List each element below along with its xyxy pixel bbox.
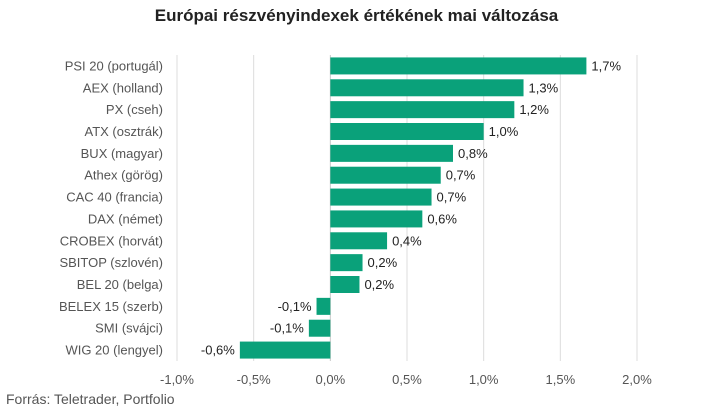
x-tick-label: 1,5%: [546, 372, 576, 387]
category-label: PSI 20 (portugál): [65, 58, 163, 73]
x-tick-label: 0,5%: [392, 372, 422, 387]
source-note: Forrás: Teletrader, Portfolio: [6, 391, 175, 407]
data-label: -0,6%: [201, 343, 235, 358]
bar: [316, 297, 331, 315]
data-label: 1,3%: [529, 80, 559, 95]
x-tick-label: 2,0%: [622, 372, 652, 387]
data-label: -0,1%: [278, 299, 312, 314]
bar: [330, 123, 484, 140]
data-label: 1,2%: [519, 102, 549, 117]
data-label: 0,6%: [427, 211, 457, 226]
bar: [330, 79, 524, 97]
category-label: DAX (német): [88, 211, 163, 226]
category-label: BUX (magyar): [81, 146, 163, 161]
category-label: AEX (holland): [83, 80, 163, 95]
x-tick-label: -1,0%: [160, 372, 194, 387]
bar: [330, 210, 423, 228]
data-label: 0,4%: [392, 233, 422, 248]
bar: [330, 101, 515, 119]
bar: [330, 254, 363, 272]
x-tick-label: 1,0%: [469, 372, 499, 387]
bar: [330, 166, 441, 184]
x-tick-label: 0,0%: [316, 372, 346, 387]
category-label: ATX (osztrák): [85, 124, 164, 139]
data-label: 0,2%: [368, 255, 398, 270]
chart-title: Európai részvényindexek értékének mai vá…: [154, 6, 559, 25]
category-label: CAC 40 (francia): [66, 190, 163, 205]
data-label: 0,2%: [364, 277, 394, 292]
bar: [330, 232, 388, 250]
category-label: BELEX 15 (szerb): [59, 299, 163, 314]
bar: [330, 144, 453, 162]
bar: [330, 188, 432, 206]
category-label: PX (cseh): [106, 102, 163, 117]
data-label: 0,7%: [446, 168, 476, 183]
category-label: Athex (görög): [84, 168, 163, 183]
data-label: 0,8%: [458, 146, 488, 161]
x-tick-label: -0,5%: [237, 372, 271, 387]
data-label: 1,0%: [489, 124, 519, 139]
category-label: SMI (svájci): [95, 321, 163, 336]
bar: [330, 276, 360, 293]
category-label: SBITOP (szlovén): [59, 255, 163, 270]
category-label: BEL 20 (belga): [77, 277, 163, 292]
data-label: -0,1%: [270, 321, 304, 336]
data-label: 0,7%: [437, 190, 467, 205]
bar: [308, 319, 331, 337]
bar: [330, 57, 587, 75]
category-label: CROBEX (horvát): [60, 233, 163, 248]
data-label: 1,7%: [591, 58, 621, 73]
category-label: WIG 20 (lengyel): [65, 343, 163, 358]
bar: [239, 341, 331, 359]
